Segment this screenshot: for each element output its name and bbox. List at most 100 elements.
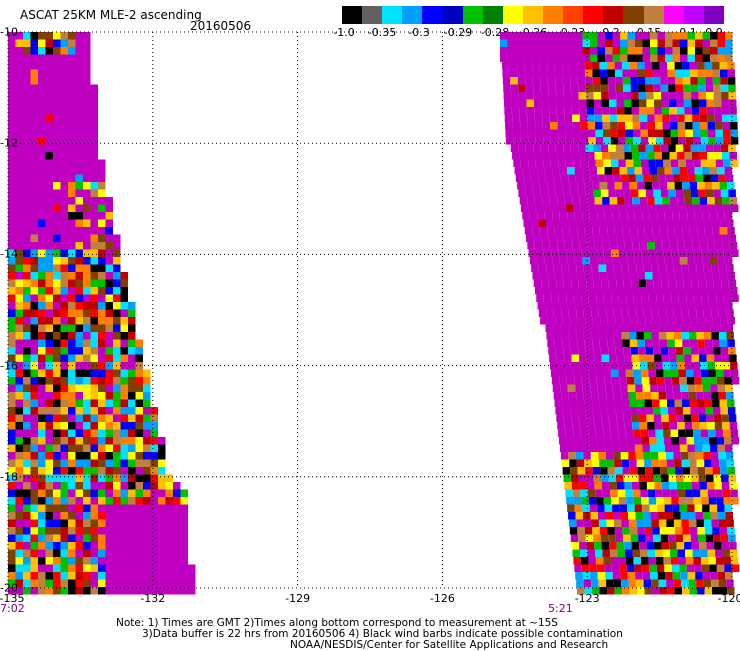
swath-cell <box>650 39 658 47</box>
swath-cell <box>653 534 661 542</box>
swath-cell <box>550 362 558 370</box>
swath-cell <box>135 377 143 385</box>
swath-cell <box>661 99 669 107</box>
swath-cell <box>23 257 31 265</box>
swath-cell <box>644 272 653 280</box>
swath-cell <box>614 227 623 235</box>
swath-cell <box>590 572 598 580</box>
swath-cell <box>638 474 647 482</box>
swath-cell <box>75 512 83 520</box>
swath-cell <box>526 234 534 242</box>
swath-cell <box>657 32 665 40</box>
swath-cell <box>652 77 661 85</box>
swath-cell <box>105 242 113 250</box>
swath-cell <box>701 294 709 302</box>
swath-cell <box>30 362 38 370</box>
swath-cell <box>188 587 196 595</box>
swath-cell <box>584 62 593 70</box>
swath-cell <box>610 137 619 145</box>
swath-cell <box>680 32 688 40</box>
swath-cell <box>500 39 508 47</box>
swath-cell <box>696 264 704 272</box>
swath-cell <box>728 474 737 482</box>
swath-cell <box>509 62 518 70</box>
swath-cell <box>120 392 128 400</box>
swath-cell <box>724 437 732 445</box>
swath-cell <box>128 302 136 310</box>
swath-cell <box>38 339 46 347</box>
swath-cell <box>638 92 647 100</box>
swath-cell <box>596 497 604 505</box>
swath-cell <box>658 324 666 332</box>
swath-cell <box>143 377 151 385</box>
swath-cell <box>580 429 589 437</box>
swath-cell <box>45 549 53 557</box>
legend-swatch <box>663 6 685 24</box>
swath-cell <box>38 279 46 287</box>
swath-cell <box>98 287 106 295</box>
swath-cell <box>522 39 530 47</box>
swath-cell <box>8 572 16 580</box>
swath-cell <box>576 459 585 467</box>
swath-cell <box>578 189 586 197</box>
swath-cell <box>702 39 710 47</box>
swath-cell <box>573 294 582 302</box>
swath-cell <box>548 234 557 242</box>
swath-cell <box>577 527 585 535</box>
swath-cell <box>720 317 728 325</box>
swath-cell <box>702 444 710 452</box>
swath-cell <box>75 122 83 130</box>
swath-cell <box>560 302 568 310</box>
latitude-label: -12 <box>0 136 18 150</box>
swath-cell <box>539 227 548 235</box>
swath-cell <box>665 54 673 62</box>
swath-cell <box>550 369 559 377</box>
swath-cell <box>674 527 683 535</box>
swath-cell <box>578 234 587 242</box>
swath-cell <box>165 482 173 490</box>
swath-cell <box>536 294 544 302</box>
swath-cell <box>60 557 68 565</box>
swath-cell <box>15 429 23 437</box>
swath-cell <box>642 47 650 55</box>
swath-cell <box>568 512 576 520</box>
swath-cell <box>45 429 53 437</box>
swath-cell <box>698 189 706 197</box>
swath-cell <box>569 527 578 535</box>
swath-cell <box>15 309 23 317</box>
swath-cell <box>582 212 590 220</box>
swath-cell <box>517 62 525 70</box>
swath-cell <box>676 542 685 550</box>
swath-cell <box>568 452 576 460</box>
swath-cell <box>677 114 685 122</box>
swath-cell <box>572 422 580 430</box>
swath-cell <box>23 159 31 167</box>
swath-cell <box>98 512 106 520</box>
swath-cell <box>727 182 735 190</box>
swath-cell <box>709 212 718 220</box>
swath-cell <box>582 444 590 452</box>
swath-cell <box>567 47 575 55</box>
swath-cell <box>593 189 601 197</box>
swath-cell <box>38 534 46 542</box>
swath-cell <box>580 557 589 565</box>
swath-cell <box>15 272 23 280</box>
swath-cell <box>690 467 698 475</box>
swath-cell <box>60 437 68 445</box>
swath-cell <box>525 84 534 92</box>
swath-cell <box>591 309 599 317</box>
swath-cell <box>8 279 16 287</box>
swath-cell <box>105 347 113 355</box>
swath-cell <box>75 264 83 272</box>
swath-cell <box>90 347 98 355</box>
swath-cell <box>68 452 76 460</box>
swath-cell <box>727 339 735 347</box>
swath-cell <box>128 347 136 355</box>
swath-cell <box>539 182 548 190</box>
swath-cell <box>98 504 106 512</box>
swath-cell <box>723 137 731 145</box>
swath-cell <box>30 377 38 385</box>
swath-cell <box>15 47 23 55</box>
swath-cell <box>23 287 31 295</box>
swath-cell <box>683 474 692 482</box>
